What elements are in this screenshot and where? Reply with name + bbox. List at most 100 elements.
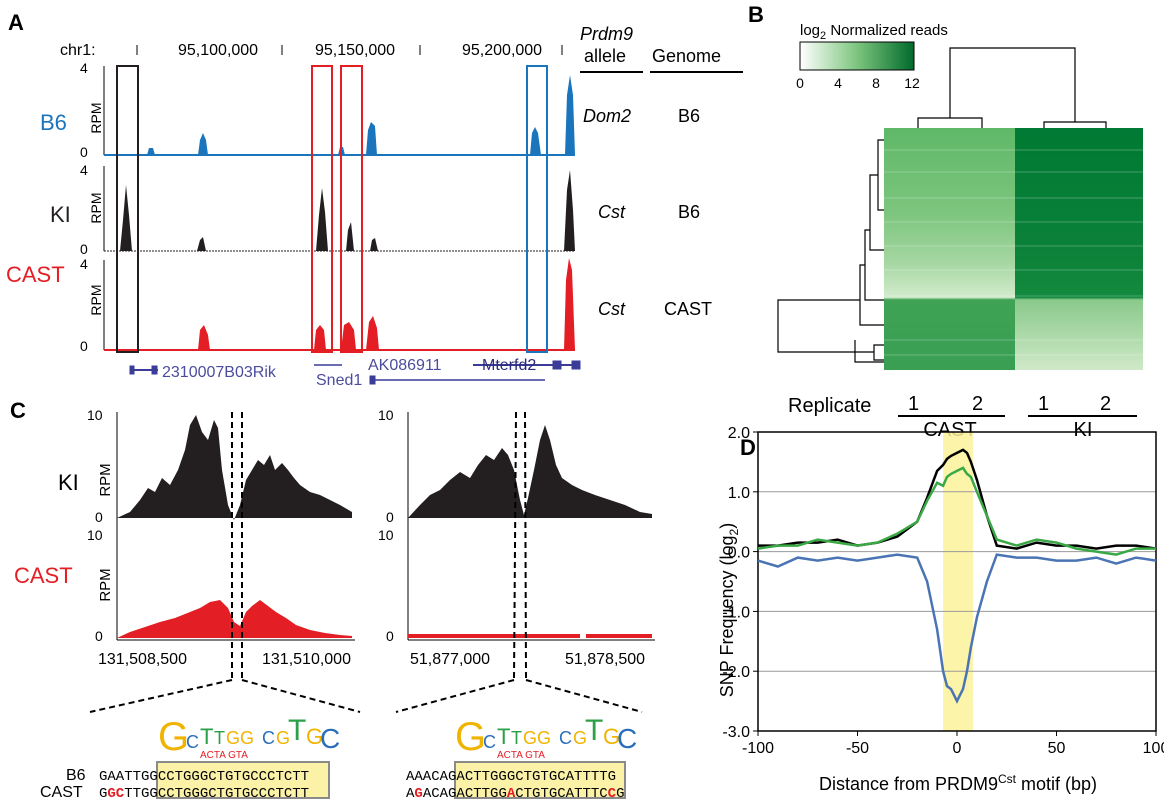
gene-label: Sned1 xyxy=(316,372,362,389)
d-ylabel: SNP Frequency (log2) xyxy=(717,523,741,697)
c-ytick: 0 xyxy=(386,628,394,644)
genome-header: Genome xyxy=(652,46,721,66)
svg-text:T: T xyxy=(214,728,225,748)
replicate-number: 1 xyxy=(908,393,919,415)
coord-label-1: 95,100,000 xyxy=(178,42,258,59)
d-xlabel: Distance from PRDM9Cst motif (bp) xyxy=(819,772,1097,794)
colorbar-tick: 0 xyxy=(796,75,804,91)
cast-genome: CAST xyxy=(664,299,712,319)
chrom-label: chr1: xyxy=(60,42,96,59)
prdm9-header: Prdm9 xyxy=(580,24,633,44)
panel-d-label: D xyxy=(740,435,756,460)
colorbar-tick: 12 xyxy=(904,75,920,91)
gene-models xyxy=(129,360,581,385)
ymin-label: 0 xyxy=(80,338,88,354)
x-tick-label: 100 xyxy=(1143,740,1164,757)
x-tick-label: 0 xyxy=(953,740,962,757)
c-left-motif-box xyxy=(156,761,330,799)
svg-text:C: C xyxy=(320,723,340,754)
replicate-number: 1 xyxy=(1038,393,1049,415)
svg-text:C: C xyxy=(483,732,496,752)
replicate-number: 2 xyxy=(1100,393,1111,415)
seq-right-cast: AGACAGACTTGGACTGTGCATTTCCG xyxy=(406,786,624,800)
panel-a: A chr1: 95,100,000 95,150,000 95,200,000… xyxy=(6,10,743,389)
c-track-ki: KI xyxy=(58,470,79,495)
svg-text:T: T xyxy=(497,724,510,749)
svg-text:G: G xyxy=(455,715,486,759)
ki-genome: B6 xyxy=(678,202,700,222)
c-right-motif-logo: G C T T G G C G T G C ACTA GTA xyxy=(455,714,637,761)
c-left-ki-profile xyxy=(117,415,352,520)
gene-label: 2310007B03Rik xyxy=(162,364,277,381)
motif-highlight-band xyxy=(943,432,973,731)
highlight-box-cast xyxy=(311,65,333,353)
heatmap-ki xyxy=(1015,128,1143,370)
c-ytick: 10 xyxy=(87,527,103,543)
c-right-ki-profile xyxy=(408,425,652,518)
ymax-label: 4 xyxy=(80,256,88,272)
ymin-label: 0 xyxy=(80,144,88,160)
svg-text:G: G xyxy=(573,728,587,748)
panel-c: C KI RPM 10 0 10 0 CAST RPM 10 0 10 0 xyxy=(10,398,655,800)
b6-genome: B6 xyxy=(678,106,700,126)
c-ytick: 0 xyxy=(95,628,103,644)
seq-right-b6: AAACAGACTTGGGCTGTGCATTTTG xyxy=(406,769,616,785)
snp-frequency-chart: 2.0 1.0 0.0 -1.0 -2.0 -3.0-100 -50 0 50 100 xyxy=(722,425,1164,757)
series-line-1 xyxy=(757,466,1156,556)
svg-text:C: C xyxy=(559,728,572,748)
x-tick-label: -100 xyxy=(742,740,774,757)
logo-glyph: G xyxy=(158,715,189,759)
cast-allele: Cst xyxy=(598,299,626,319)
c-left-coord: 131,510,000 xyxy=(262,651,351,668)
seq-left-b6: GAATTGGCCTGGGCTGTGCCCTCTT xyxy=(99,769,309,785)
svg-text:C: C xyxy=(262,728,275,748)
svg-text:ACTA GTA: ACTA GTA xyxy=(497,750,545,761)
colorbar xyxy=(799,41,915,71)
track-name-cast: CAST xyxy=(6,262,65,287)
c-ytick: 10 xyxy=(87,407,103,423)
series-line-2 xyxy=(757,553,1157,704)
ki-allele: Cst xyxy=(598,202,626,222)
svg-text:G: G xyxy=(537,728,551,748)
y-tick-label: -2.0 xyxy=(722,664,750,681)
x-tick-label: 50 xyxy=(1048,740,1066,757)
ymax-label: 4 xyxy=(80,162,88,178)
track-ylabel: RPM xyxy=(88,284,104,315)
c-ytick: 10 xyxy=(378,407,394,423)
c-ytick: 0 xyxy=(386,509,394,525)
svg-text:G: G xyxy=(276,728,290,748)
svg-text:C: C xyxy=(617,723,637,754)
c-left-cast-profile xyxy=(117,600,352,638)
x-tick-label: -50 xyxy=(846,740,869,757)
coord-label-3: 95,200,000 xyxy=(462,42,542,59)
y-tick-label: -3.0 xyxy=(722,724,750,741)
track-ylabel: RPM xyxy=(88,192,104,223)
c-right-cast-profile xyxy=(408,634,580,638)
gene-label: AK086911 xyxy=(368,357,442,374)
b6-allele: Dom2 xyxy=(583,106,631,126)
ymax-label: 4 xyxy=(80,60,88,76)
group-label-ki: KI xyxy=(1074,419,1093,441)
heatmap-cast xyxy=(884,128,1015,370)
c-ytick: 10 xyxy=(378,527,394,543)
svg-text:ACTA GTA: ACTA GTA xyxy=(200,750,248,761)
replicate-label: Replicate xyxy=(788,395,871,417)
highlight-box-cast xyxy=(340,65,363,353)
svg-text:G: G xyxy=(523,728,537,748)
svg-text:G: G xyxy=(306,724,323,749)
c-track-cast: CAST xyxy=(14,563,73,588)
panel-d: D 2.0 1.0 0.0 -1.0 -2.0 -3.0-100 -50 0 50 100 SNP… xyxy=(717,425,1164,794)
replicate-number: 2 xyxy=(972,393,983,415)
panel-c-label: C xyxy=(10,398,26,423)
y-tick-label: 1.0 xyxy=(728,485,750,502)
heatmap-row-lines xyxy=(884,149,1143,356)
svg-text:G: G xyxy=(240,728,254,748)
svg-text:G: G xyxy=(226,728,240,748)
y-tick-label: -1.0 xyxy=(722,604,750,621)
track-name-b6: B6 xyxy=(40,110,67,135)
panel-b: B log2 Normalized reads xyxy=(748,2,1143,441)
ymin-label: 0 xyxy=(80,241,88,257)
c-ylabel: RPM xyxy=(97,568,114,601)
row-dendrogram xyxy=(777,139,884,363)
colorbar-tick: 4 xyxy=(834,75,842,91)
